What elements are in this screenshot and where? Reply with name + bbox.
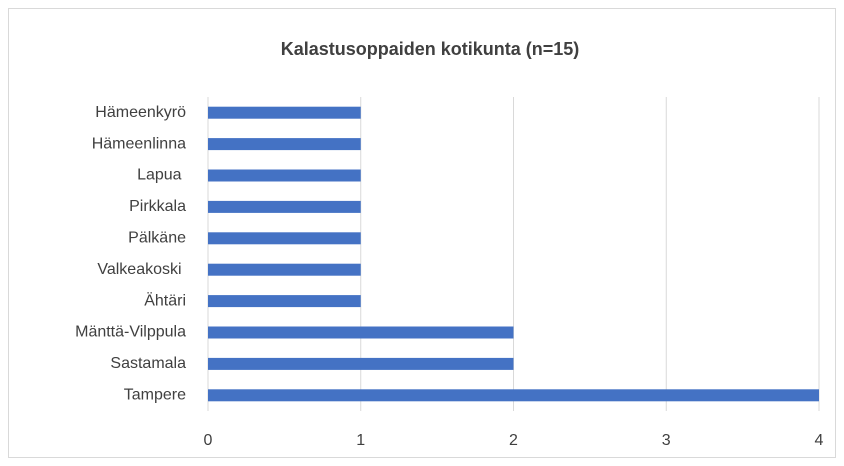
y-tick-label: Lapua [137,167,186,184]
y-tick-label: Pälkäne [128,230,186,247]
x-tick-label: 1 [356,432,365,449]
y-tick-label: Mänttä-Vilppula [75,324,186,341]
bar [208,138,361,151]
y-tick-label: Sastamala [110,355,186,372]
bar [208,357,514,370]
y-tick-label: Pirkkala [129,198,186,215]
y-tick-label: Tampere [124,387,186,404]
bar [208,389,819,402]
x-tick-label: 2 [509,432,518,449]
chart-title: Kalastusoppaiden kotikunta (n=15) [281,39,580,59]
y-tick-label: Hämeenkyrö [95,104,186,121]
y-tick-label: Valkeakoski [97,261,186,278]
x-tick-label: 3 [662,432,671,449]
bar [208,263,361,276]
bar [208,295,361,308]
chart-border [8,8,836,458]
bar [208,326,514,339]
y-tick-label: Hämeenlinna [92,135,186,152]
bar [208,200,361,213]
x-tick-label: 0 [204,432,213,449]
bar [208,169,361,182]
y-tick-label: Ähtäri [144,291,186,309]
x-tick-label: 4 [815,432,824,449]
bar [208,106,361,119]
bar [208,232,361,245]
